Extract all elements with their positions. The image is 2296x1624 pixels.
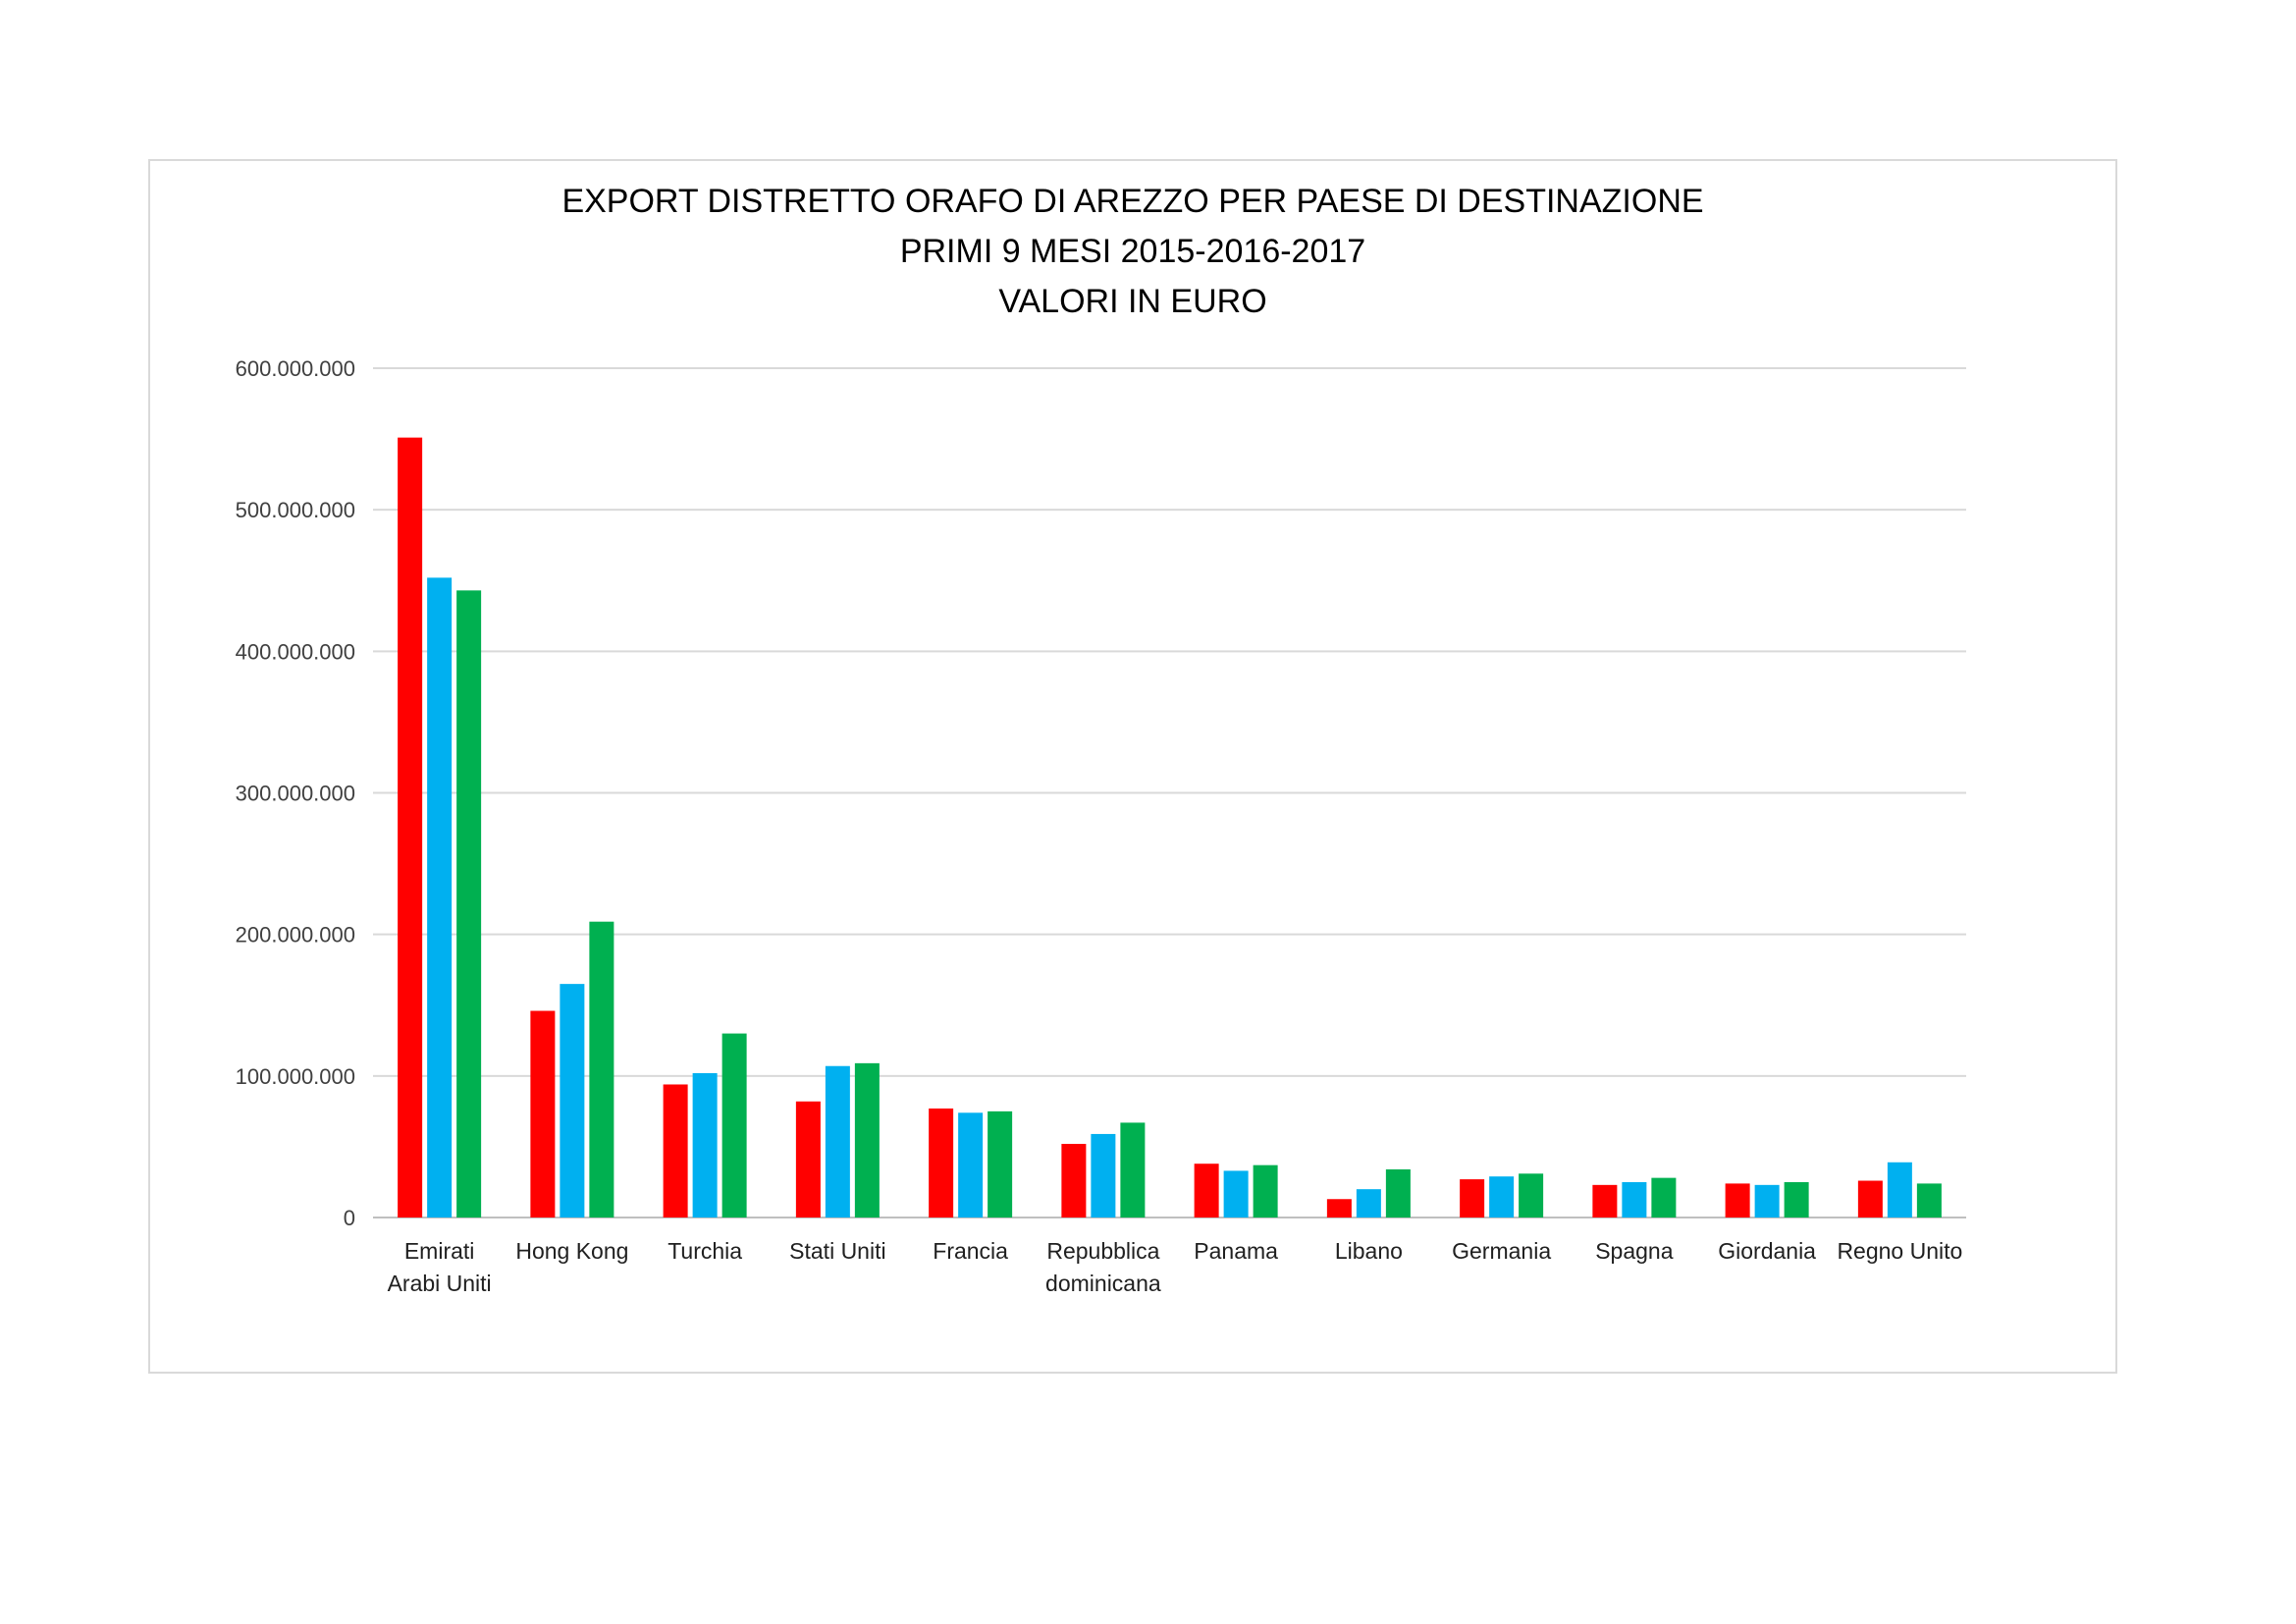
bar xyxy=(589,921,614,1218)
x-tick-label: Giordania xyxy=(1718,1238,1816,1264)
bar xyxy=(1592,1184,1618,1218)
chart-title: EXPORT DISTRETTO ORAFO DI AREZZO PER PAE… xyxy=(148,177,2117,327)
bar xyxy=(721,1033,747,1218)
x-tick-label: Francia xyxy=(933,1238,1008,1264)
bar xyxy=(530,1010,556,1218)
bar xyxy=(1223,1170,1249,1218)
bar xyxy=(1091,1133,1116,1218)
bar xyxy=(1754,1184,1780,1218)
x-tick-label: Spagna xyxy=(1595,1238,1674,1264)
bar xyxy=(398,437,423,1218)
bar xyxy=(663,1084,688,1218)
bar xyxy=(1194,1164,1219,1218)
bar xyxy=(1651,1177,1677,1218)
bar xyxy=(1061,1144,1087,1218)
x-tick-label: Repubblica xyxy=(1046,1238,1159,1264)
bar xyxy=(1857,1180,1883,1218)
bar xyxy=(1120,1122,1146,1218)
bar xyxy=(1916,1183,1942,1218)
bar xyxy=(1253,1164,1278,1218)
bar xyxy=(1784,1181,1809,1218)
y-tick-label: 600.000.000 xyxy=(236,356,355,381)
y-tick-label: 0 xyxy=(344,1206,355,1230)
bar xyxy=(1887,1162,1912,1218)
bar xyxy=(427,577,453,1218)
y-tick-label: 300.000.000 xyxy=(236,782,355,806)
x-tick-label: Arabi Uniti xyxy=(388,1271,492,1296)
bar xyxy=(795,1101,821,1218)
bar xyxy=(692,1072,718,1218)
bar xyxy=(1326,1199,1352,1218)
x-tick-label: Stati Uniti xyxy=(789,1238,885,1264)
bar xyxy=(1622,1181,1647,1218)
x-tick-label: dominicana xyxy=(1045,1271,1161,1296)
chart-title-line-2: PRIMI 9 MESI 2015-2016-2017 xyxy=(899,233,1366,270)
bar xyxy=(988,1110,1013,1218)
chart-title-line-3: VALORI IN EURO xyxy=(998,283,1267,320)
x-tick-label: Hong Kong xyxy=(515,1238,628,1264)
bar xyxy=(854,1062,880,1218)
chart-title-line-1: EXPORT DISTRETTO ORAFO DI AREZZO PER PAE… xyxy=(561,183,1704,220)
bar xyxy=(1519,1173,1544,1218)
bar xyxy=(825,1065,850,1218)
x-tick-label: Libano xyxy=(1335,1238,1403,1264)
x-tick-label: Turchia xyxy=(667,1238,742,1264)
bar xyxy=(1489,1176,1515,1218)
x-tick-label: Emirati xyxy=(404,1238,475,1264)
x-tick-label: Regno Unito xyxy=(1837,1238,1962,1264)
bar xyxy=(1385,1168,1411,1218)
bar xyxy=(1725,1183,1750,1218)
x-tick-label: Panama xyxy=(1194,1238,1278,1264)
bar xyxy=(456,590,482,1218)
y-tick-label: 200.000.000 xyxy=(236,923,355,947)
bar xyxy=(1460,1179,1485,1218)
bar xyxy=(958,1112,984,1218)
x-tick-label: Germania xyxy=(1452,1238,1551,1264)
bar xyxy=(929,1108,954,1218)
y-tick-label: 400.000.000 xyxy=(236,639,355,664)
bar xyxy=(1356,1189,1381,1218)
y-tick-label: 500.000.000 xyxy=(236,498,355,522)
bar xyxy=(560,984,585,1218)
y-tick-label: 100.000.000 xyxy=(236,1064,355,1089)
